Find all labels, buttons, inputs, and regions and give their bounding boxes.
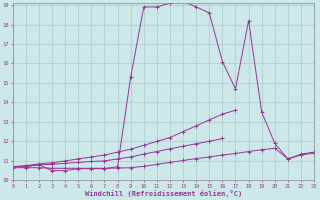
X-axis label: Windchill (Refroidissement éolien,°C): Windchill (Refroidissement éolien,°C) [85,190,242,197]
